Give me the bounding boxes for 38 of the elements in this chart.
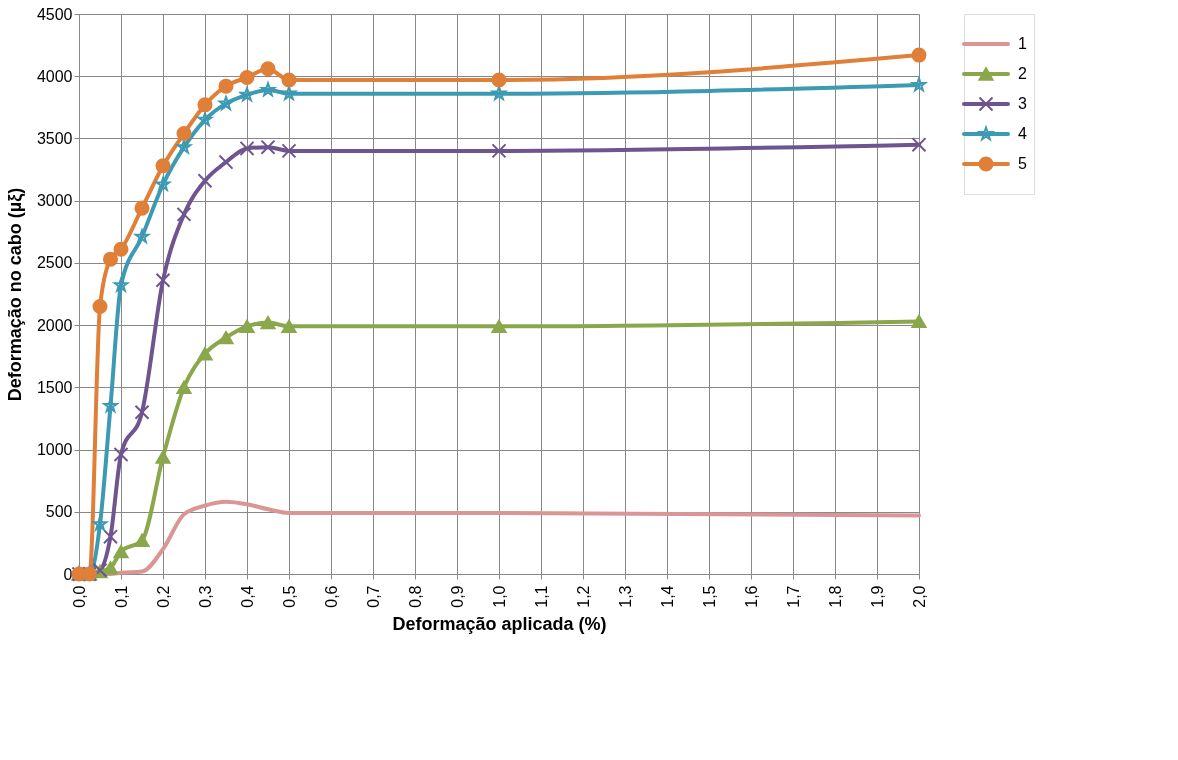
x-tick-label: 0,9	[448, 585, 466, 608]
y-tick-label: 4000	[36, 67, 73, 85]
x-tick-label: 0,1	[112, 585, 130, 608]
y-tick-label: 3000	[36, 192, 73, 210]
x-tick-label: 1,7	[784, 585, 802, 608]
legend-label: 3	[1018, 95, 1027, 112]
y-tick-label: 1500	[36, 378, 73, 396]
y-tick-label: 2500	[36, 254, 73, 272]
x-tick-label: 0,7	[364, 585, 382, 608]
x-tick-label: 0,8	[406, 585, 424, 608]
y-tick-label: 3500	[36, 129, 73, 147]
legend-label: 4	[1018, 125, 1027, 142]
x-tick-label: 1,0	[490, 585, 508, 608]
x-tick-label: 1,6	[742, 585, 760, 608]
x-axis-title: Deformação aplicada (%)	[392, 613, 607, 634]
x-tick-label: 1,5	[700, 585, 718, 608]
x-tick-label: 0,4	[238, 585, 256, 608]
y-tick-label: 500	[45, 503, 73, 521]
x-tick-label: 0,6	[322, 585, 340, 608]
x-tick-label: 0,5	[280, 585, 298, 608]
x-tick-label: 1,2	[574, 585, 592, 608]
x-tick-label: 0,0	[70, 585, 88, 608]
y-tick-label: 1000	[36, 441, 73, 459]
y-axis-title: Deformação no cabo (µξ)	[4, 187, 26, 402]
y-tick-label: 0	[63, 565, 73, 583]
legend-label: 1	[1018, 35, 1027, 52]
legend-label: 2	[1018, 65, 1027, 82]
y-tick-label: 4500	[36, 5, 73, 23]
y-tick-label: 2000	[36, 316, 73, 334]
x-tick-label: 0,2	[154, 585, 172, 608]
x-tick-label: 1,9	[868, 585, 886, 608]
x-tick-label: 2,0	[910, 585, 928, 608]
legend-label: 5	[1018, 155, 1027, 172]
x-tick-label: 1,8	[826, 585, 844, 608]
x-tick-label: 0,3	[196, 585, 214, 608]
x-tick-label: 1,1	[532, 585, 550, 608]
x-tick-label: 1,4	[658, 585, 676, 608]
x-tick-label: 1,3	[616, 585, 634, 608]
